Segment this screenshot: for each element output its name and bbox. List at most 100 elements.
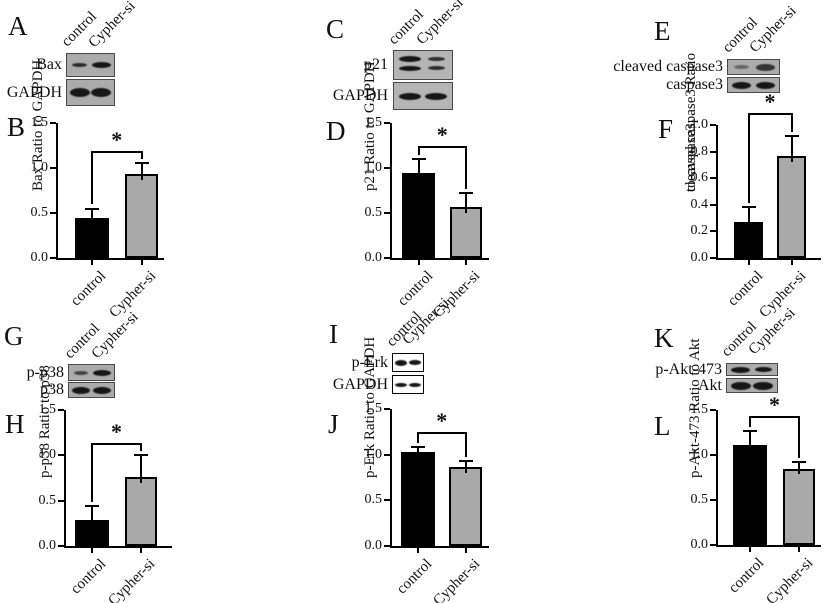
y-tick bbox=[384, 453, 390, 456]
error-bar bbox=[417, 159, 420, 180]
blot-box bbox=[392, 375, 424, 394]
error-bar bbox=[91, 208, 93, 225]
y-tick-label: 0.0 bbox=[30, 250, 49, 265]
y-tick-label: 1.5 bbox=[364, 115, 383, 130]
panel-letter-I: I bbox=[329, 319, 338, 349]
y-tick bbox=[710, 454, 716, 456]
sig-bracket-v bbox=[140, 150, 143, 159]
blot-box bbox=[392, 353, 424, 372]
error-bar-cap bbox=[134, 454, 148, 457]
y-tick-label: 0.5 bbox=[30, 205, 49, 220]
sig-bracket-v bbox=[417, 146, 420, 155]
blot-band bbox=[730, 381, 751, 390]
y-tick bbox=[50, 167, 56, 169]
chart-x-axis bbox=[716, 545, 821, 547]
chart-y-axis bbox=[390, 123, 392, 260]
y-axis-label-line: Bax Ratio to GAPDH bbox=[30, 59, 46, 191]
error-bar-cap bbox=[792, 461, 806, 464]
sig-bracket-v bbox=[140, 442, 142, 452]
panel-letter-L: L bbox=[654, 411, 671, 441]
x-tick bbox=[140, 548, 142, 553]
y-tick-label: 0.0 bbox=[690, 537, 709, 552]
chart-y-axis bbox=[64, 410, 66, 548]
y-tick bbox=[58, 409, 64, 411]
bar-cypher-si bbox=[450, 206, 482, 258]
sig-bracket-h bbox=[91, 150, 143, 153]
x-tick bbox=[747, 260, 750, 265]
y-axis-label-line: p-p38 Ratio to p38 bbox=[37, 365, 53, 478]
blot-band bbox=[754, 367, 772, 372]
error-bar bbox=[465, 193, 467, 213]
error-bar-cap bbox=[458, 460, 473, 463]
y-tick-label: 1.0 bbox=[690, 447, 709, 462]
panel-letter-E: E bbox=[654, 16, 671, 46]
bar-cypher-si bbox=[783, 468, 815, 545]
blot-row-label: caspase3 bbox=[666, 76, 723, 93]
sig-star: * bbox=[111, 126, 123, 152]
blot-band bbox=[755, 63, 775, 71]
bar-control bbox=[402, 173, 435, 258]
chart-x-axis bbox=[390, 258, 489, 260]
y-tick-label: 1.0 bbox=[364, 446, 383, 462]
bar-cypher-si bbox=[449, 467, 482, 546]
x-tick bbox=[790, 260, 793, 265]
sig-bracket-v bbox=[417, 431, 419, 444]
y-tick bbox=[710, 203, 716, 206]
blot-box bbox=[726, 363, 778, 376]
y-tick-label: 0.4 bbox=[690, 196, 709, 212]
error-bar bbox=[747, 207, 750, 229]
blot-band bbox=[734, 65, 750, 69]
sig-bracket-h bbox=[749, 416, 800, 419]
y-tick bbox=[710, 177, 716, 180]
y-tick-label: 1.5 bbox=[690, 402, 709, 417]
y-tick bbox=[58, 545, 64, 547]
y-tick bbox=[384, 257, 390, 259]
y-tick-label: 1.5 bbox=[30, 115, 49, 130]
sig-star: * bbox=[436, 407, 448, 433]
error-bar-cap bbox=[741, 206, 756, 209]
panel-letter-K: K bbox=[654, 323, 674, 353]
y-tick-label: 0.6 bbox=[690, 170, 709, 186]
sig-bracket-h bbox=[417, 146, 467, 149]
sig-bracket-v bbox=[798, 416, 800, 459]
bar-control bbox=[733, 445, 767, 545]
error-bar bbox=[91, 506, 93, 526]
y-tick bbox=[710, 544, 716, 546]
blot-band bbox=[91, 88, 112, 97]
y-tick-label: 1.0 bbox=[364, 160, 383, 175]
y-tick-label: 1.5 bbox=[38, 402, 57, 417]
sig-bracket-v bbox=[465, 146, 467, 190]
y-tick bbox=[710, 230, 716, 233]
y-tick-label: 0.0 bbox=[690, 250, 709, 265]
panel-letter-C: C bbox=[326, 14, 345, 44]
blot-band bbox=[409, 382, 422, 387]
bar-cypher-si bbox=[125, 477, 157, 546]
blot-band bbox=[755, 81, 775, 89]
error-bar-cap bbox=[134, 161, 149, 164]
blot-band bbox=[72, 63, 88, 67]
chart-y-axis bbox=[390, 409, 392, 548]
y-axis-label-line: p21 Ratio to GAPDH bbox=[362, 60, 378, 191]
error-bar-cap bbox=[411, 446, 425, 449]
y-tick-label: 0.8 bbox=[690, 143, 709, 159]
blot-row-label: GAPDH bbox=[332, 375, 388, 393]
bar-cypher-si bbox=[125, 174, 158, 258]
blot-band bbox=[69, 88, 90, 97]
y-tick bbox=[384, 212, 390, 214]
panel-letter-H: H bbox=[5, 409, 25, 439]
blot-row-label: cleaved caspase3 bbox=[613, 58, 723, 75]
x-tick bbox=[798, 547, 800, 552]
blot-band bbox=[427, 66, 445, 70]
blot-box bbox=[393, 50, 453, 80]
y-tick-label: 0.5 bbox=[364, 205, 383, 220]
y-tick bbox=[384, 408, 390, 410]
chart-x-axis bbox=[64, 546, 172, 548]
blot-row-label: p-p38 bbox=[26, 363, 64, 381]
y-tick-label: 0.0 bbox=[364, 250, 383, 265]
blot-row-label: Bax bbox=[36, 56, 62, 73]
blot-band bbox=[394, 382, 407, 387]
error-bar bbox=[140, 162, 143, 181]
blot-box bbox=[727, 59, 780, 75]
y-tick bbox=[58, 454, 64, 457]
